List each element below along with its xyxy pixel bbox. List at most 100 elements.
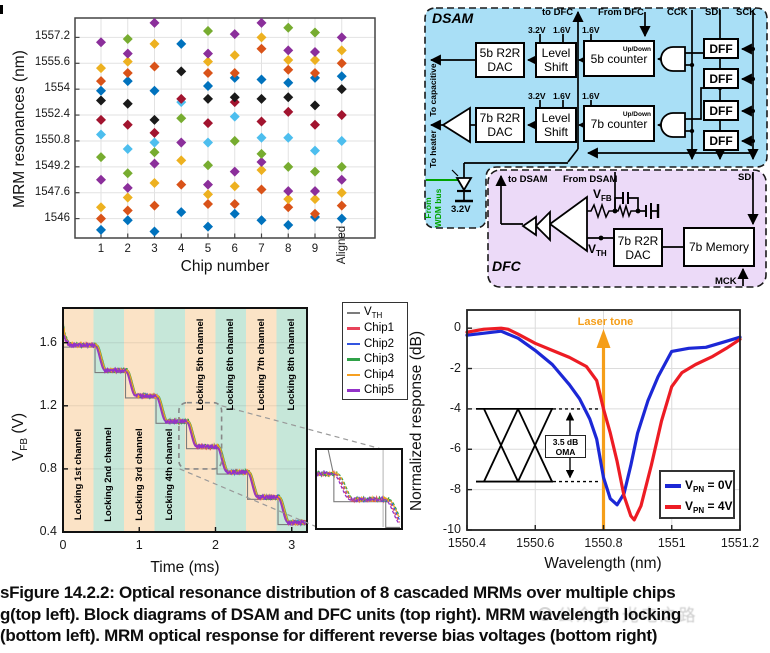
scatter-point (256, 93, 267, 104)
legend-swatch (347, 312, 360, 314)
level-shift-block-2: Level Shift (535, 107, 577, 143)
scatter-point (122, 215, 133, 226)
scatter-point (229, 181, 240, 192)
scatter-point (336, 200, 347, 211)
scatter-point (256, 32, 267, 43)
scatter-point (202, 179, 214, 190)
scatter-point (283, 22, 294, 33)
comparator (548, 195, 588, 253)
legend-label: Chip3 (364, 353, 395, 366)
scatter-point (176, 113, 187, 124)
scatter-point (176, 66, 187, 77)
scatter-point (95, 202, 107, 213)
updown-label-2: Up/Down (622, 111, 651, 118)
x-tick-label: 3 (151, 243, 158, 255)
scatter-point (202, 199, 214, 210)
scatter-point (256, 215, 267, 226)
scatter-point (149, 38, 160, 49)
scatter-point (229, 67, 240, 79)
scatter-point (202, 80, 214, 91)
scatter-point (336, 187, 347, 198)
locking-band (124, 308, 155, 532)
legend-swatch (347, 327, 360, 330)
vfb-label: VFB (593, 187, 612, 203)
scatter-point (122, 182, 133, 193)
x-tick-label: 3 (288, 538, 296, 552)
x-tick-label: 7 (258, 243, 265, 255)
locking-plot-canvas (62, 307, 390, 533)
scatter-point (283, 77, 294, 88)
y-tick-label: -6 (449, 441, 461, 456)
x-tick-label-aligned: Aligned (335, 225, 348, 265)
scatter-point (256, 17, 267, 28)
x-axis-label: Chip number (180, 258, 270, 275)
scatter-point (336, 161, 347, 172)
y-tick-label: 0 (454, 320, 461, 335)
panel-block-diagram: DSAM to DFC From DFC CCK SDI SCK 3.2V 1.… (423, 2, 770, 294)
dfc-dac7-block: 7b R2R DAC (613, 228, 663, 267)
scatter-point (176, 93, 187, 104)
heater-driver-amp (441, 106, 471, 144)
legend-swatch (347, 373, 360, 376)
x-tick-label: 1550.4 (447, 536, 487, 550)
response-legend: VPN = 0V VPN = 4V (659, 470, 735, 519)
scatter-point (149, 137, 160, 148)
legend-label: VTH (364, 305, 383, 320)
dff-block-3: DFF (703, 100, 739, 121)
caption-line-2: g(top left). Block diagrams of DSAM and … (0, 604, 681, 624)
scatter-point (256, 165, 267, 176)
supply-1v6-counter7: 1.6V (582, 91, 600, 101)
supply-1v6-row1: 1.6V (553, 25, 571, 35)
legend-row: VTH (343, 305, 407, 321)
updown-label-1: Up/Down (622, 46, 651, 53)
scatter-point (336, 110, 347, 121)
x-axis-label: Wavelength (nm) (544, 555, 662, 572)
scatter-point (149, 200, 160, 211)
legend-row: Chip4 (343, 367, 407, 383)
and-gate-2 (660, 112, 686, 138)
band-label: Locking 7th channel (255, 318, 267, 411)
scatter-point (283, 64, 294, 75)
y-axis-label: VFB (V) (10, 412, 30, 462)
scatter-point (149, 85, 160, 96)
supply-1v6-row2: 1.6V (553, 91, 571, 101)
x-tick-label: 1550.8 (584, 536, 623, 550)
scatter-point (176, 179, 187, 190)
scatter-point (229, 92, 240, 103)
scatter-point (95, 95, 107, 106)
inset-chip-curve (317, 469, 400, 525)
scatter-point (149, 114, 160, 125)
x-tick-label: 1551.2 (720, 536, 760, 550)
x-tick-label: 6 (231, 243, 238, 255)
dac7-block: 7b R2R DAC (475, 107, 525, 143)
scatter-point (149, 127, 160, 138)
scatter-point (95, 213, 107, 224)
inset-chip-curve (317, 470, 401, 517)
legend-row: Chip5 (343, 383, 407, 399)
scatter-point (95, 224, 107, 235)
scatter-point (256, 74, 267, 85)
scatter-point (122, 119, 133, 130)
y-tick-label: -4 (449, 400, 461, 415)
y-tick-label: 1555.6 (34, 56, 70, 69)
to-dsam-label: to DSAM (508, 174, 548, 185)
response-curve (465, 329, 742, 507)
scatter-point (149, 226, 160, 237)
dfc-sdi-label: SDI (738, 172, 754, 183)
watermark-text: 公众号·光电之路 (557, 606, 698, 625)
scatter-point (336, 32, 347, 43)
scatter-point (95, 63, 107, 74)
scatter-point (229, 166, 240, 177)
vth-label: VTH (588, 242, 607, 258)
scatter-point (202, 25, 214, 36)
scatter-point (283, 92, 294, 103)
caption-line-1: sFigure 14.2.2: Optical resonance distri… (0, 583, 676, 602)
sck-label: SCK (736, 7, 757, 18)
supply-3v2-row2: 3.2V (528, 91, 546, 101)
from-dsam-label: From DSAM (563, 174, 618, 185)
cropped-edge-artifact (0, 5, 3, 14)
dff-block-4: DFF (703, 130, 739, 151)
scatter-point (256, 43, 267, 54)
band-label: Locking 6th channel (225, 318, 237, 411)
